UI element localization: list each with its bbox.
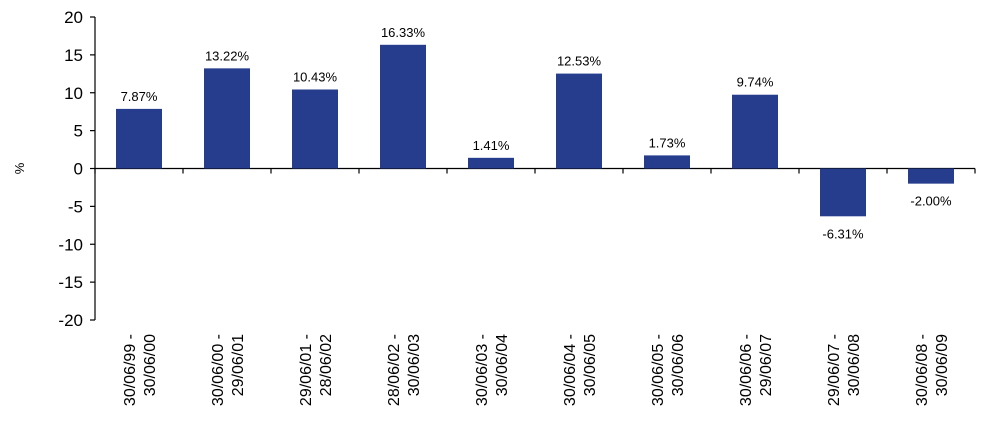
x-tick-label: 30/06/99 -30/06/00 [122, 334, 159, 406]
data-labels-group: 7.87% 13.22% 10.43% 16.33% 1.41% 12.53% 1.73% 9… [121, 25, 952, 241]
bar [380, 44, 426, 169]
bar [908, 168, 954, 184]
y-tick-label: -15 [58, 273, 83, 292]
x-tick-label-line: 30/06/04 - [562, 334, 579, 406]
data-label: 13.22% [205, 48, 250, 63]
x-tick-label-line: 30/06/00 [142, 334, 159, 396]
data-label: 10.43% [293, 69, 338, 84]
data-label: -6.31% [822, 226, 864, 241]
x-tick-label-line: 30/06/06 [670, 334, 687, 396]
x-tick-label-line: 28/06/02 [318, 334, 335, 396]
bar [644, 155, 690, 169]
x-tick-label-line: 29/06/07 [758, 334, 775, 396]
y-tick-label: -5 [68, 197, 83, 216]
bar [820, 168, 866, 217]
y-tick-label: 0 [74, 160, 83, 179]
x-tick-label-line: 30/06/05 - [650, 334, 667, 406]
x-tick-label: 29/06/01 -28/06/02 [298, 334, 335, 406]
x-tick-label-line: 30/06/06 - [738, 334, 755, 406]
data-label: 1.73% [649, 135, 686, 150]
x-tick-label: 30/06/04 -30/06/05 [562, 334, 599, 406]
x-tick-label-line: 30/06/00 - [210, 334, 227, 406]
y-tick-label: -10 [58, 235, 83, 254]
bars-group [116, 44, 954, 217]
y-tick-label: -20 [58, 311, 83, 330]
x-tick-label-line: 29/06/01 - [298, 334, 315, 406]
y-tick-label: 20 [64, 8, 83, 27]
data-label: -2.00% [910, 194, 952, 209]
y-tick-labels-group: 20 15 10 5 0 -5 -10 -15 -20 [58, 8, 83, 330]
x-tick-label: 30/06/03 -30/06/04 [474, 334, 511, 406]
bar [468, 157, 514, 169]
x-tick-label: 30/06/08 -30/06/09 [914, 334, 951, 406]
x-tick-label: 30/06/06 -29/06/07 [738, 334, 775, 406]
bar [732, 94, 778, 169]
y-tick-label: 10 [64, 84, 83, 103]
bar [204, 68, 250, 169]
x-tick-label-line: 30/06/09 [934, 334, 951, 396]
x-tick-label: 30/06/00 -29/06/01 [210, 334, 247, 406]
x-tick-label: 28/06/02 -30/06/03 [386, 334, 423, 406]
x-tick-label-line: 30/06/08 [846, 334, 863, 396]
y-tick-label: 15 [64, 46, 83, 65]
x-tick-label: 29/06/07 -30/06/08 [826, 334, 863, 406]
data-label: 1.41% [473, 138, 510, 153]
x-tick-label-line: 30/06/08 - [914, 334, 931, 406]
bar [556, 73, 602, 169]
y-axis-label: % [12, 162, 27, 174]
data-label: 12.53% [557, 54, 602, 69]
data-label: 7.87% [121, 89, 158, 104]
x-tick-label-line: 29/06/07 - [826, 334, 843, 406]
bar [292, 89, 338, 169]
x-tick-label-line: 30/06/04 [494, 334, 511, 396]
x-tick-labels-group: 30/06/99 -30/06/00 30/06/00 -29/06/01 29/0… [122, 334, 951, 406]
x-tick-label-line: 30/06/03 - [474, 334, 491, 406]
x-tick-label-line: 29/06/01 [230, 334, 247, 396]
y-tick-label: 5 [74, 122, 83, 141]
x-tick-label-line: 30/06/05 [582, 334, 599, 396]
x-tick-label-line: 30/06/03 [406, 334, 423, 396]
x-tick-label: 30/06/05 -30/06/06 [650, 334, 687, 406]
data-label: 16.33% [381, 25, 426, 40]
bar [116, 108, 162, 169]
data-label: 9.74% [737, 75, 774, 90]
x-tick-label-line: 30/06/99 - [122, 334, 139, 406]
x-tick-label-line: 28/06/02 - [386, 334, 403, 406]
